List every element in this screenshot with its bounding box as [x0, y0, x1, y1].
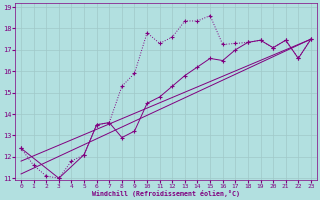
X-axis label: Windchill (Refroidissement éolien,°C): Windchill (Refroidissement éolien,°C) [92, 190, 240, 197]
